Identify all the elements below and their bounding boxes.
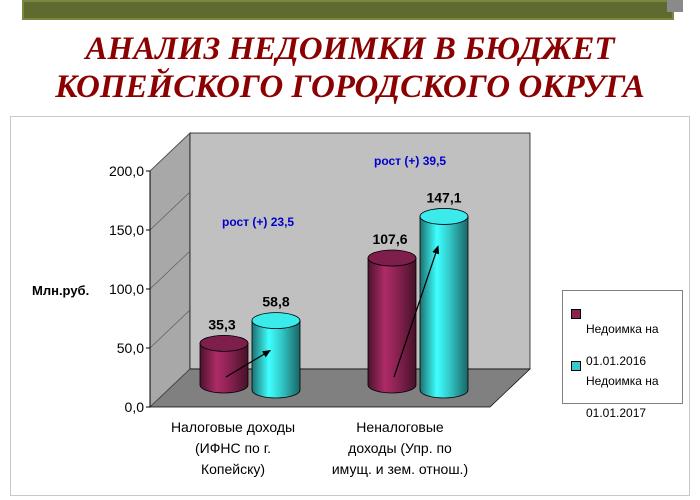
slide-title-line-2: КОПЕЙСКОГО ГОРОДСКОГО ОКРУГА xyxy=(55,69,645,105)
bar-2016-1 xyxy=(367,257,417,394)
y-gridline xyxy=(149,250,191,290)
legend-label-2016-line-1: Недоимка на xyxy=(586,322,659,336)
bar-2017-1-top xyxy=(419,208,469,225)
y-tick-label: 50,0 xyxy=(117,340,144,356)
title-bar-end-decoration xyxy=(667,0,683,12)
y-tick-label: 150,0 xyxy=(109,222,144,238)
data-label: 35,3 xyxy=(208,316,235,332)
chart-legend: Недоимка на 01.01.2016 Недоимка на 01.01… xyxy=(562,290,683,420)
bar-2017-0 xyxy=(251,320,301,399)
bar-2016-0 xyxy=(199,342,249,394)
legend-label-2016-line-2: 01.01.2016 xyxy=(586,354,647,368)
bar-2016-0-top xyxy=(199,334,249,352)
legend-label-2017: Недоимка на 01.01.2017 xyxy=(586,357,659,421)
growth-annotation-1: рост (+) 23,5 xyxy=(222,215,294,229)
data-label: 147,1 xyxy=(426,189,461,205)
legend-swatch-2017 xyxy=(571,361,581,371)
category-label: Налоговые доходы xyxy=(171,419,295,435)
category-label: имущ. и зем. отнош.) xyxy=(332,461,468,477)
legend-label-2017-line-2: 01.01.2017 xyxy=(586,406,647,420)
bar-2017-1 xyxy=(419,216,469,399)
slide-title: АНАЛИЗ НЕДОИМКИ В БЮДЖЕТ КОПЕЙСКОГО ГОРО… xyxy=(20,30,680,106)
bar-2016-1-top xyxy=(367,249,417,267)
y-gridline xyxy=(149,309,191,349)
chart-frame xyxy=(10,116,690,496)
legend-swatch-2016 xyxy=(571,309,581,319)
data-label: 58,8 xyxy=(262,294,289,310)
chart-back-wall xyxy=(189,132,531,370)
category-label: доходы (Упр. по xyxy=(348,440,452,456)
slide-title-line-1: АНАЛИЗ НЕДОИМКИ В БЮДЖЕТ xyxy=(85,31,615,67)
legend-label-2016: Недоимка на 01.01.2016 xyxy=(586,305,659,369)
data-label: 107,6 xyxy=(372,231,407,247)
bar-2017-0-top xyxy=(251,312,301,330)
category-label: Неналоговые xyxy=(356,419,444,435)
y-gridline xyxy=(149,132,191,172)
y-tick-label: 200,0 xyxy=(109,163,144,179)
growth-arrow xyxy=(393,245,440,378)
legend-label-2017-line-1: Недоимка на xyxy=(586,374,659,388)
y-tick-label: 0,0 xyxy=(125,399,145,415)
category-label: (ИФНС по г. xyxy=(195,440,271,456)
y-gridline xyxy=(149,368,191,408)
y-gridline xyxy=(149,191,191,231)
category-label: Копейску) xyxy=(201,461,265,477)
y-tick-label: 100,0 xyxy=(109,281,144,297)
growth-annotation-2: рост (+) 39,5 xyxy=(374,154,446,168)
y-axis-label: Млн.руб. xyxy=(32,283,89,298)
growth-arrow xyxy=(225,349,272,378)
